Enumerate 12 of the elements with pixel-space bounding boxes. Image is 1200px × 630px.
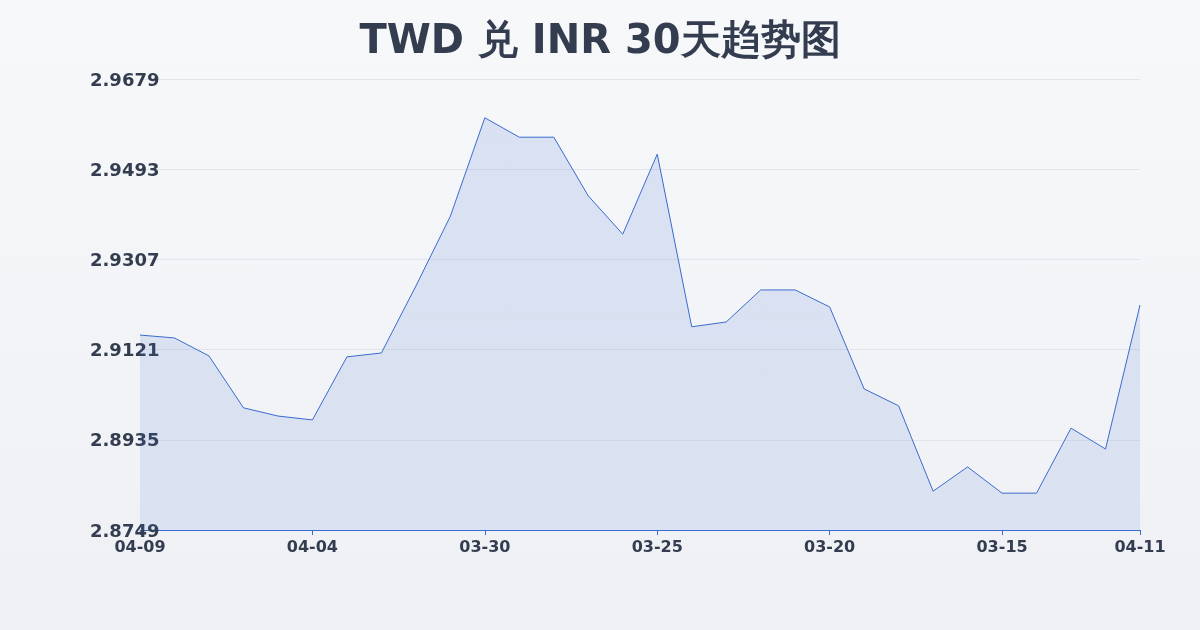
- chart-title: TWD 兑 INR 30天趋势图: [359, 16, 841, 62]
- x-tick-label: 03-25: [631, 536, 683, 556]
- x-tick-label: 04-11: [1114, 536, 1166, 556]
- y-tick-label: 2.9121: [90, 339, 160, 361]
- y-tick-label: 2.8935: [90, 429, 160, 451]
- x-tick-label: 03-15: [976, 536, 1028, 556]
- y-tick-label: 2.9679: [90, 68, 160, 90]
- x-tick-label: 03-20: [804, 536, 856, 556]
- y-tick-label: 2.9307: [90, 248, 160, 270]
- x-tick-label: 04-04: [286, 536, 338, 556]
- y-tick-label: 2.9493: [90, 158, 160, 180]
- x-tick-label: 03-30: [459, 536, 511, 556]
